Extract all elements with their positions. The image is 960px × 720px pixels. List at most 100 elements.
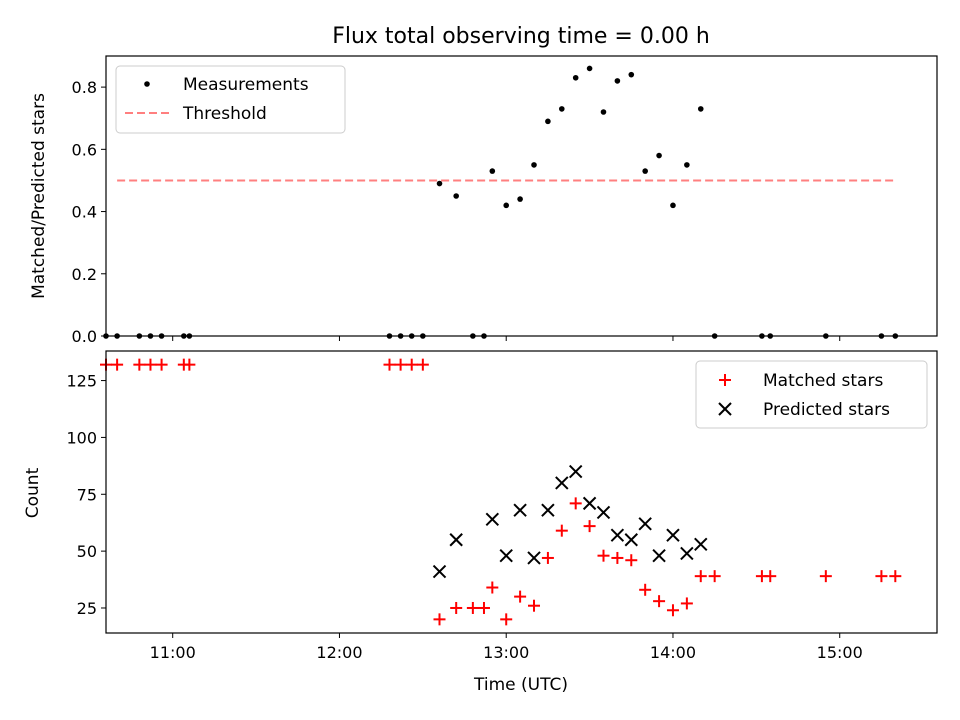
x-tick-label: 12:00: [316, 643, 362, 662]
predicted-star-point: [624, 533, 638, 547]
matched-star-point: [555, 524, 568, 537]
predicted-star-stroke: [527, 551, 541, 565]
matched-star-point: [611, 551, 624, 564]
top-legend-box: [115, 65, 346, 134]
matched-star-point: [708, 570, 721, 583]
predicted-star-point: [666, 528, 680, 542]
predicted-star-stroke: [568, 464, 583, 479]
measurement-point: [531, 162, 537, 168]
measurement-point: [503, 202, 510, 209]
matched-star-point: [183, 358, 196, 371]
legend-matched-label: Matched stars: [763, 371, 883, 391]
y-tick-label: 0.6: [72, 140, 97, 159]
matched-star-point: [694, 570, 707, 583]
measurement-point: [670, 202, 676, 209]
predicted-star-stroke: [610, 528, 625, 542]
matched-star-point: [583, 520, 596, 533]
matched-star-point: [819, 570, 832, 583]
y-tick-label: 50: [77, 542, 97, 561]
measurement-point: [436, 180, 443, 187]
matched-star-point: [133, 358, 146, 371]
predicted-star-stroke: [638, 517, 652, 531]
matched-star-point: [433, 613, 446, 626]
measurement-point: [600, 109, 607, 115]
y-tick-label: 0.0: [72, 327, 97, 346]
matched-star-point: [666, 604, 679, 617]
bottom-panel-marks: [100, 358, 902, 626]
matched-star-point: [528, 599, 541, 612]
predicted-star-point: [527, 551, 541, 565]
predicted-star-stroke: [449, 533, 463, 547]
matched-star-point: [383, 358, 396, 371]
matched-star-point: [394, 358, 407, 371]
x-tick-label: 13:00: [483, 643, 529, 662]
bottom-panel: 25 50 75 100 125 11:00 12:00 13:00 14:00 15:00 Co…: [23, 350, 938, 695]
legend-threshold-label: Threshold: [182, 104, 267, 124]
measurement-point: [697, 106, 704, 112]
legend-measurements-label: Measurements: [183, 75, 309, 95]
predicted-star-stroke: [666, 528, 680, 542]
matched-star-point: [500, 613, 513, 626]
bottom-legend: Matched stars Predicted stars: [695, 360, 928, 429]
bottom-legend-box: [695, 360, 928, 429]
legend-predicted-marker: [718, 402, 732, 416]
y-tick-label: 75: [77, 485, 97, 504]
measurement-point: [489, 168, 496, 174]
matched-star-point: [597, 549, 610, 562]
predicted-star-point: [596, 505, 611, 520]
predicted-star-point: [638, 517, 652, 531]
predicted-star-point: [610, 528, 625, 542]
y-tick-label: 100: [66, 428, 97, 447]
predicted-star-stroke: [541, 503, 555, 517]
predicted-star-stroke: [513, 503, 527, 517]
top-y-axis-label: Matched/Predicted stars: [29, 93, 49, 299]
legend-matched-marker: [719, 374, 731, 386]
matched-star-point: [144, 358, 157, 371]
chart-title: Flux total observing time = 0.00 h: [332, 24, 710, 49]
measurement-point: [614, 78, 621, 84]
predicted-star-point: [432, 564, 447, 579]
measurement-point: [558, 106, 565, 112]
predicted-star-point: [541, 503, 555, 517]
top-legend: Measurements Threshold: [115, 65, 346, 134]
predicted-star-point: [555, 476, 569, 490]
predicted-star-stroke: [485, 512, 500, 526]
measurement-point: [517, 196, 523, 202]
y-tick-label: 0.8: [72, 78, 97, 97]
matched-star-point: [541, 551, 554, 564]
bottom-panel-axes: 25 50 75 100 125 11:00 12:00 13:00 14:00 15:00: [66, 372, 862, 662]
matched-star-point: [416, 358, 429, 371]
measurement-point: [642, 168, 648, 174]
predicted-star-stroke: [555, 476, 569, 490]
matched-star-point: [155, 358, 168, 371]
matched-star-point: [875, 570, 888, 583]
measurement-point: [453, 193, 459, 199]
top-panel-frame: [105, 55, 938, 337]
measurement-point: [656, 152, 662, 159]
predicted-star-point: [499, 548, 513, 563]
matched-star-point: [466, 601, 479, 614]
predicted-star-stroke: [582, 496, 597, 511]
bottom-panel-frame: [105, 350, 938, 634]
predicted-star-point: [449, 533, 463, 547]
top-panel: 0.00.20.40.60.8 Matched/Predicted stars …: [29, 55, 938, 346]
matched-star-point: [653, 595, 666, 608]
x-tick-label: 15:00: [817, 643, 863, 662]
predicted-star-stroke: [624, 533, 638, 547]
x-tick-label: 11:00: [150, 643, 196, 662]
x-axis-label: Time (UTC): [473, 675, 568, 695]
predicted-star-stroke: [499, 548, 513, 563]
y-tick-label: 0.4: [72, 203, 97, 222]
predicted-star-stroke: [694, 537, 708, 552]
measurement-point: [628, 71, 635, 78]
predicted-star-stroke: [652, 548, 666, 563]
predicted-star-stroke: [680, 546, 694, 561]
y-tick-label: 0.2: [72, 265, 97, 284]
matched-star-point: [625, 554, 638, 567]
predicted-star-stroke: [596, 505, 611, 520]
predicted-star-point: [694, 537, 708, 552]
legend-measurements-marker: [144, 81, 150, 87]
matched-star-point: [486, 581, 499, 594]
predicted-star-point: [568, 464, 583, 479]
